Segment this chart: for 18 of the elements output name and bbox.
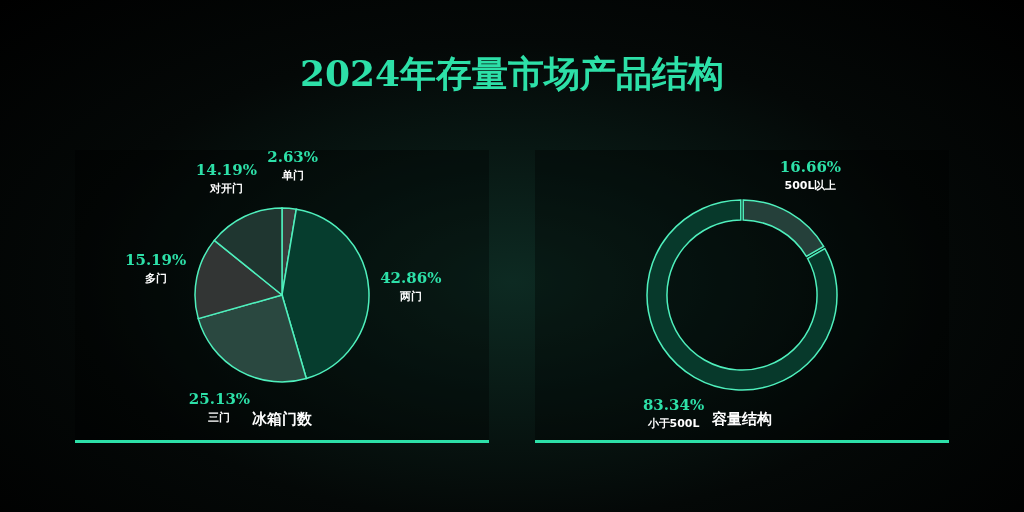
data-label: 83.34% [642, 395, 705, 414]
text: 冰箱门数 [252, 410, 313, 428]
data-label: 16.66% [779, 158, 842, 177]
slice-label: 500L以上 [784, 179, 837, 193]
data-label: 14.19% [195, 160, 257, 179]
data-label: 42.86% [380, 269, 442, 288]
slice-label: 多门 [144, 272, 167, 286]
data-label: 25.13% [188, 389, 251, 408]
text: 容量结构 [711, 410, 772, 428]
slice-label: 两门 [398, 290, 422, 304]
slice-label: 单门 [280, 169, 304, 183]
slice-label: 对开门 [208, 181, 243, 195]
donut-slice [646, 199, 838, 391]
data-label: 15.19% [125, 251, 187, 270]
data-label: 2.63% [267, 148, 319, 167]
chart-title: 2024年存量市场产品结构 [298, 51, 726, 96]
slice-label: 小于500L [646, 416, 700, 430]
slice-label: 三门 [208, 410, 231, 424]
